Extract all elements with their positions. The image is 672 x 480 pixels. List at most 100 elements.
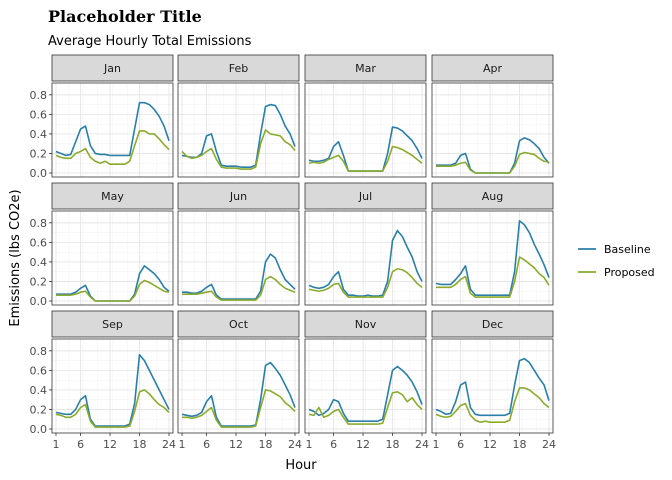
x-tick-label: 6 [457, 438, 464, 451]
series-line-proposed-mar [308, 145, 423, 172]
y-axis-title: Emissions (lbs CO2e) [8, 189, 23, 326]
facet-panel-mar: Mar [304, 54, 427, 178]
panel-border [304, 82, 427, 178]
series-line-proposed-feb [181, 129, 296, 170]
series-line-baseline-oct [181, 361, 296, 427]
x-tick-label: 24 [162, 438, 176, 451]
y-tick-label: 0.6 [30, 108, 48, 121]
y-tick-label: 0.0 [30, 295, 48, 308]
y-tick-label: 0.0 [30, 423, 48, 436]
series-line-baseline-aug [435, 220, 550, 296]
panel-border [51, 82, 174, 178]
facet-panel-apr: Apr [431, 54, 554, 178]
series-line-proposed-dec [435, 387, 550, 423]
facet-strip [177, 182, 300, 210]
x-tick-label: 18 [513, 438, 527, 451]
y-tick-label: 0.8 [30, 217, 48, 230]
facet-strip [177, 54, 300, 82]
x-tick-label: 1 [306, 438, 313, 451]
facet-strip-label: Nov [355, 318, 377, 331]
x-tick-label: 1 [179, 438, 186, 451]
facet-strip-label: Apr [483, 62, 503, 75]
facet-panel-jun: Jun [177, 182, 300, 306]
legend: Baseline Proposed [578, 243, 655, 279]
facet-strip [304, 54, 427, 82]
facet-strip [431, 310, 554, 338]
facet-panel-oct: Oct 1 6 12 18 24 [177, 310, 302, 451]
y-tick-label: 0.4 [30, 128, 48, 141]
y-tick-label: 0.2 [30, 147, 48, 160]
facet-panel-jan: Jan 0.0 0.2 0.4 0.6 0.8 [30, 54, 174, 180]
x-tick-label: 24 [542, 438, 556, 451]
x-tick-label: 12 [229, 438, 243, 451]
series-line-proposed-apr [436, 151, 550, 174]
panel-border [304, 210, 427, 306]
facet-strip-label: May [101, 190, 124, 203]
series-line-baseline-dec [435, 357, 550, 417]
facet-strip-label: Jan [103, 62, 121, 75]
panel-border [431, 82, 554, 178]
x-tick-label: 1 [433, 438, 440, 451]
y-tick-label: 0.2 [30, 403, 48, 416]
series-line-proposed-jun [182, 275, 296, 301]
panel-border [304, 338, 427, 434]
facet-strip [51, 54, 174, 82]
facet-panel-dec: Dec 1 6 12 18 24 [431, 310, 556, 451]
x-tick-label: 6 [203, 438, 210, 451]
x-tick-label: 1 [53, 438, 60, 451]
series-line-proposed-sep [55, 389, 170, 428]
panel-border [431, 338, 554, 434]
facet-strip [431, 182, 554, 210]
y-tick-label: 0.0 [30, 167, 48, 180]
x-tick-label: 24 [288, 438, 302, 451]
facet-strip-label: Jun [229, 190, 247, 203]
y-tick-label: 0.8 [30, 345, 48, 358]
facet-strip-label: Jul [358, 190, 372, 203]
x-tick-label: 12 [103, 438, 117, 451]
series-line-proposed-may [56, 279, 170, 302]
x-tick-label: 18 [133, 438, 147, 451]
chart-title: Placeholder Title [48, 7, 202, 26]
y-tick-label: 0.8 [30, 89, 48, 102]
series-line-proposed-nov [308, 391, 423, 425]
facet-strip [304, 310, 427, 338]
facet-strip [304, 182, 427, 210]
x-tick-label: 18 [259, 438, 273, 451]
facet-strip [51, 310, 174, 338]
x-tick-label: 12 [483, 438, 497, 451]
series-line-baseline-jun [182, 253, 296, 300]
y-tick-label: 0.4 [30, 384, 48, 397]
panel-border [177, 82, 300, 178]
series-line-baseline-feb [181, 103, 296, 168]
facet-strip [431, 54, 554, 82]
panel-border [51, 210, 174, 306]
x-tick-label: 6 [77, 438, 84, 451]
facet-panels: Jan 0.0 0.2 0.4 0.6 0.8 Feb Mar Apr May 0.0 0.2 0.4 0… [30, 54, 556, 451]
series-line-baseline-sep [55, 353, 170, 427]
series-line-proposed-jan [55, 130, 170, 165]
y-tick-label: 0.2 [30, 275, 48, 288]
chart-subtitle: Average Hourly Total Emissions [48, 34, 252, 49]
facet-strip-label: Feb [229, 62, 248, 75]
facet-panel-aug: Aug [431, 182, 554, 306]
legend-label-baseline: Baseline [604, 243, 651, 256]
panel-border [431, 210, 554, 306]
y-tick-label: 0.6 [30, 236, 48, 249]
series-line-proposed-aug [436, 256, 550, 298]
x-tick-label: 18 [386, 438, 400, 451]
series-line-proposed-oct [182, 389, 296, 428]
y-tick-label: 0.4 [30, 256, 48, 269]
series-line-baseline-nov [308, 365, 423, 422]
x-tick-label: 6 [330, 438, 337, 451]
facet-strip [51, 182, 174, 210]
facet-panel-feb: Feb [177, 54, 300, 178]
facet-strip-label: Oct [229, 318, 249, 331]
series-line-proposed-jul [308, 267, 423, 298]
facet-strip-label: Mar [355, 62, 376, 75]
facet-panel-nov: Nov 1 6 12 18 24 [304, 310, 429, 451]
x-axis-title: Hour [285, 458, 317, 473]
facet-panel-may: May 0.0 0.2 0.4 0.6 0.8 [30, 182, 174, 308]
facet-strip-label: Dec [482, 318, 503, 331]
facet-strip [177, 310, 300, 338]
